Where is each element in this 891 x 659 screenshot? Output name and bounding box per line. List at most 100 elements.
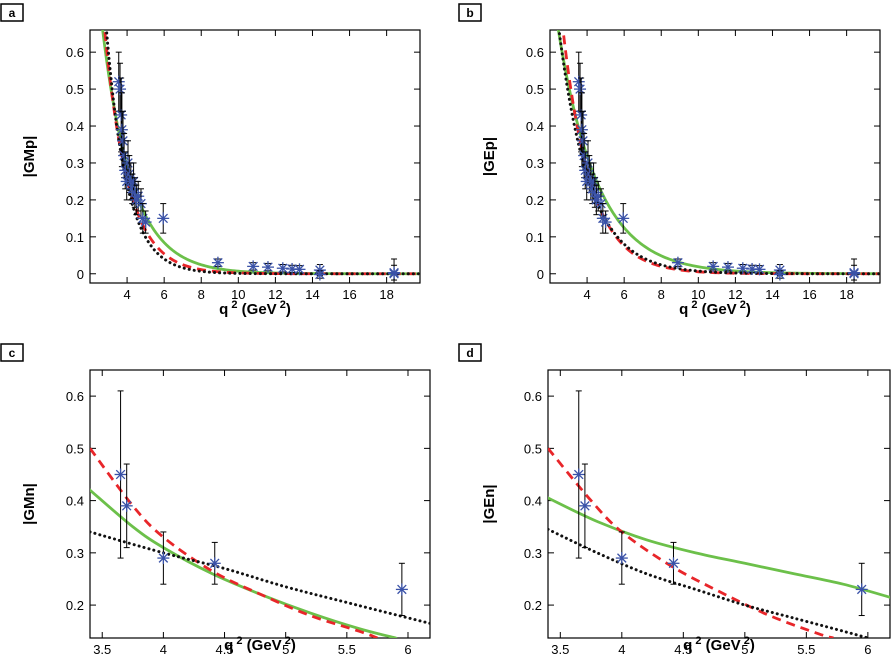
data-point bbox=[388, 264, 401, 281]
x-tick-label: 14 bbox=[765, 287, 779, 302]
curve-black-dotted bbox=[90, 530, 430, 625]
data-point bbox=[114, 390, 127, 559]
data-point bbox=[848, 264, 861, 281]
x-tick-label: 4 bbox=[123, 287, 130, 302]
marker-arm bbox=[158, 213, 169, 224]
x-tick-label: 6 bbox=[161, 287, 168, 302]
marker-arm bbox=[573, 469, 584, 480]
data-point bbox=[157, 203, 170, 234]
marker-arm bbox=[580, 501, 590, 511]
plot-content bbox=[548, 390, 890, 638]
data-point bbox=[753, 263, 766, 276]
marker-arm bbox=[213, 257, 223, 268]
data-point bbox=[707, 260, 720, 273]
marker-arm bbox=[577, 124, 587, 135]
panel-c-letter: c bbox=[9, 346, 16, 360]
plot-content bbox=[90, 390, 430, 638]
y-tick-label: 0.3 bbox=[526, 156, 544, 171]
y-tick-label: 0.5 bbox=[524, 441, 542, 456]
panel-a-letter: a bbox=[9, 6, 16, 20]
y-tick-label: 0.1 bbox=[526, 230, 544, 245]
marker-arm bbox=[723, 262, 733, 272]
plot-a: 4 6 8 10 12 14 16 18 0 0.1 0.2 0.3 0.4 0.5 0.6 q 2 (GeV… bbox=[21, 29, 421, 318]
y-tick-label: 0 bbox=[537, 267, 544, 282]
marker-arm bbox=[158, 553, 169, 563]
y-tick-label: 0.2 bbox=[66, 598, 84, 613]
x-tick-label: 18 bbox=[839, 287, 853, 302]
plot-b: 4 6 8 10 12 14 16 18 0 0.1 0.2 0.3 0.4 0.5 0.6 q 2 (GeV… bbox=[481, 29, 881, 318]
x-tick-label: 4.5 bbox=[674, 642, 692, 654]
x-tick-label: 12 bbox=[268, 287, 282, 302]
data-point bbox=[773, 268, 786, 281]
marker-arm bbox=[578, 136, 588, 146]
y-axis-label: |GMn| bbox=[21, 483, 38, 525]
x-tick-label: 5.5 bbox=[338, 642, 356, 654]
y-tick-label: 0 bbox=[77, 267, 84, 282]
y-tick-label: 0.5 bbox=[526, 82, 544, 97]
curve-red-dashed bbox=[561, 30, 880, 276]
curve-green-solid bbox=[90, 488, 398, 638]
curve-green-solid bbox=[101, 30, 420, 276]
plot-frame bbox=[89, 369, 431, 639]
y-tick-label: 0.6 bbox=[66, 45, 84, 60]
marker-arm bbox=[115, 469, 126, 480]
data-point bbox=[208, 541, 221, 585]
marker-arm bbox=[708, 261, 718, 272]
data-point bbox=[120, 463, 133, 549]
y-tick-label: 0.6 bbox=[66, 389, 84, 404]
plot-d: 3.5 4 4.5 5 5.5 6 0.2 0.3 0.4 0.5 0.6 q 2 (GeV 2) |G… bbox=[481, 369, 891, 657]
marker-arm bbox=[118, 136, 128, 146]
data-point bbox=[667, 541, 680, 585]
data-point bbox=[114, 62, 127, 116]
curve-red-dashed bbox=[103, 30, 420, 276]
plot-frame bbox=[547, 369, 891, 639]
x-tick-label: 5 bbox=[282, 642, 289, 654]
panel-a-badge: a bbox=[0, 3, 24, 22]
marker-arm bbox=[287, 264, 297, 274]
curve-green-solid bbox=[548, 496, 890, 599]
y-tick-label: 0.2 bbox=[524, 598, 542, 613]
data-point bbox=[617, 203, 630, 234]
data-point bbox=[671, 256, 684, 269]
marker-arm bbox=[263, 262, 273, 272]
y-tick-label: 0.4 bbox=[66, 494, 84, 509]
data-point bbox=[395, 562, 408, 617]
y-axis-label: |GMp| bbox=[21, 136, 38, 178]
marker-arm bbox=[248, 261, 258, 272]
y-axis-label: |GEn| bbox=[481, 484, 498, 523]
x-tick-label: 4 bbox=[583, 287, 590, 302]
x-tick-label: 6 bbox=[864, 642, 871, 654]
marker-arm bbox=[117, 124, 127, 135]
marker-arm bbox=[576, 110, 586, 120]
plot-content bbox=[556, 30, 880, 283]
curve-green-solid bbox=[556, 30, 880, 276]
curve-red-dashed bbox=[90, 447, 378, 638]
marker-arm bbox=[754, 264, 765, 275]
y-tick-label: 0.2 bbox=[526, 193, 544, 208]
marker-arm bbox=[294, 264, 305, 275]
curve-black-dotted bbox=[557, 30, 880, 276]
x-tick-label: 10 bbox=[691, 287, 705, 302]
x-tick-label: 14 bbox=[305, 287, 319, 302]
x-axis-label: q 2 (GeV 2) bbox=[679, 299, 751, 318]
data-point bbox=[211, 256, 224, 269]
plot-content bbox=[101, 30, 420, 283]
x-tick-label: 3.5 bbox=[93, 642, 111, 654]
curve-black-dotted bbox=[104, 30, 420, 276]
marker-arm bbox=[588, 176, 599, 187]
data-point bbox=[157, 531, 170, 585]
data-point bbox=[855, 562, 868, 617]
x-tick-label: 3.5 bbox=[551, 642, 569, 654]
marker-arm bbox=[121, 501, 132, 511]
y-tick-label: 0.5 bbox=[66, 82, 84, 97]
marker-arm bbox=[315, 269, 325, 280]
curve-red-dashed bbox=[548, 447, 834, 638]
y-tick-label: 0.4 bbox=[524, 494, 542, 509]
data-point bbox=[574, 62, 587, 116]
panel-b-letter: b bbox=[466, 6, 473, 20]
y-tick-label: 0.1 bbox=[66, 230, 84, 245]
x-tick-label: 5 bbox=[741, 642, 748, 654]
marker-arm bbox=[209, 558, 220, 569]
y-tick-label: 0.6 bbox=[526, 45, 544, 60]
